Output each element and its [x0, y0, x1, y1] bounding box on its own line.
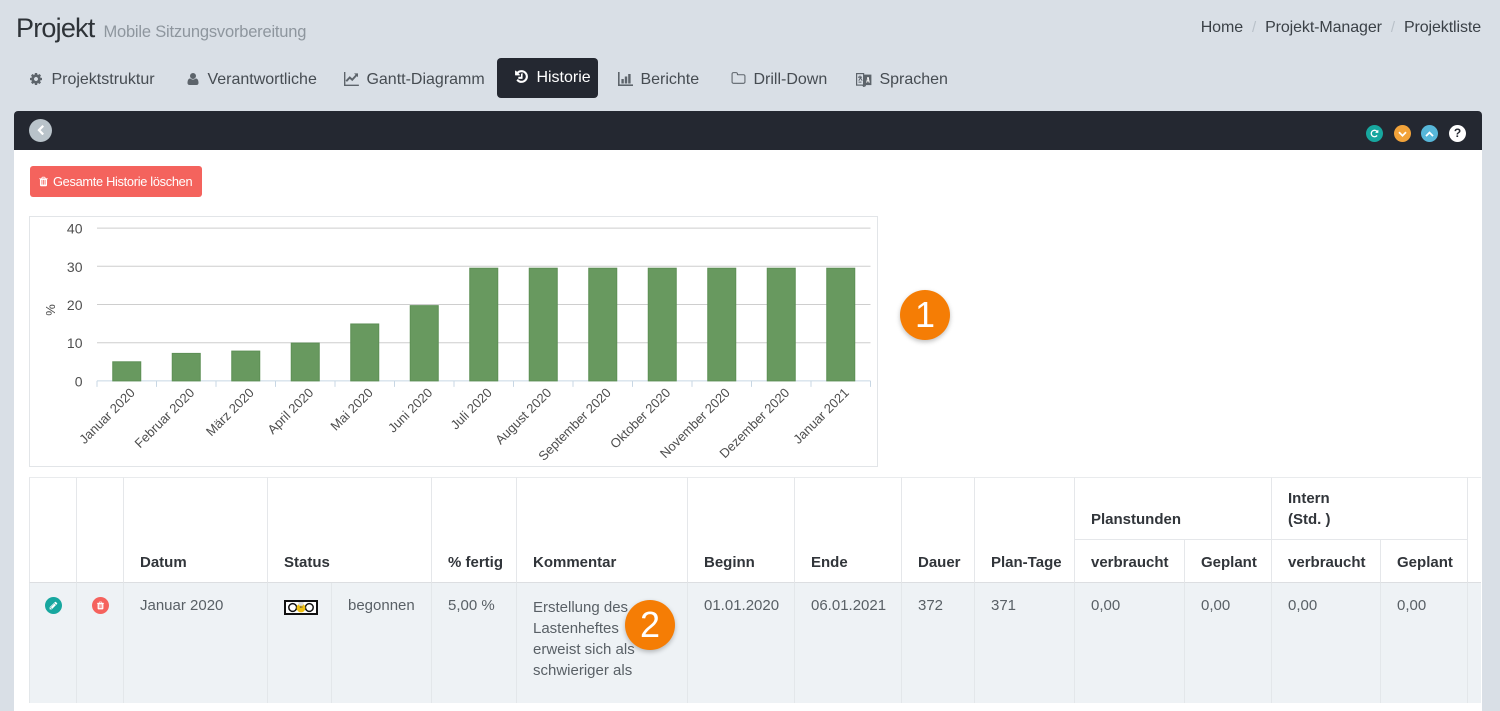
svg-text:Januar 2020: Januar 2020 — [76, 385, 138, 447]
svg-text:Januar 2021: Januar 2021 — [790, 385, 852, 447]
svg-text:20: 20 — [67, 297, 83, 313]
svg-text:April 2020: April 2020 — [264, 385, 316, 437]
svg-text:März 2020: März 2020 — [203, 385, 257, 439]
svg-text:%: % — [43, 304, 58, 316]
svg-text:Februar 2020: Februar 2020 — [132, 385, 198, 451]
svg-text:40: 40 — [67, 221, 83, 237]
svg-text:Juli 2020: Juli 2020 — [447, 385, 494, 432]
svg-text:0: 0 — [75, 373, 83, 389]
svg-text:Oktober 2020: Oktober 2020 — [607, 385, 673, 451]
svg-text:August 2020: August 2020 — [492, 385, 554, 447]
svg-text:Juni 2020: Juni 2020 — [385, 385, 435, 435]
svg-text:10: 10 — [67, 335, 83, 351]
svg-text:30: 30 — [67, 259, 83, 275]
svg-text:Mai 2020: Mai 2020 — [327, 385, 375, 433]
